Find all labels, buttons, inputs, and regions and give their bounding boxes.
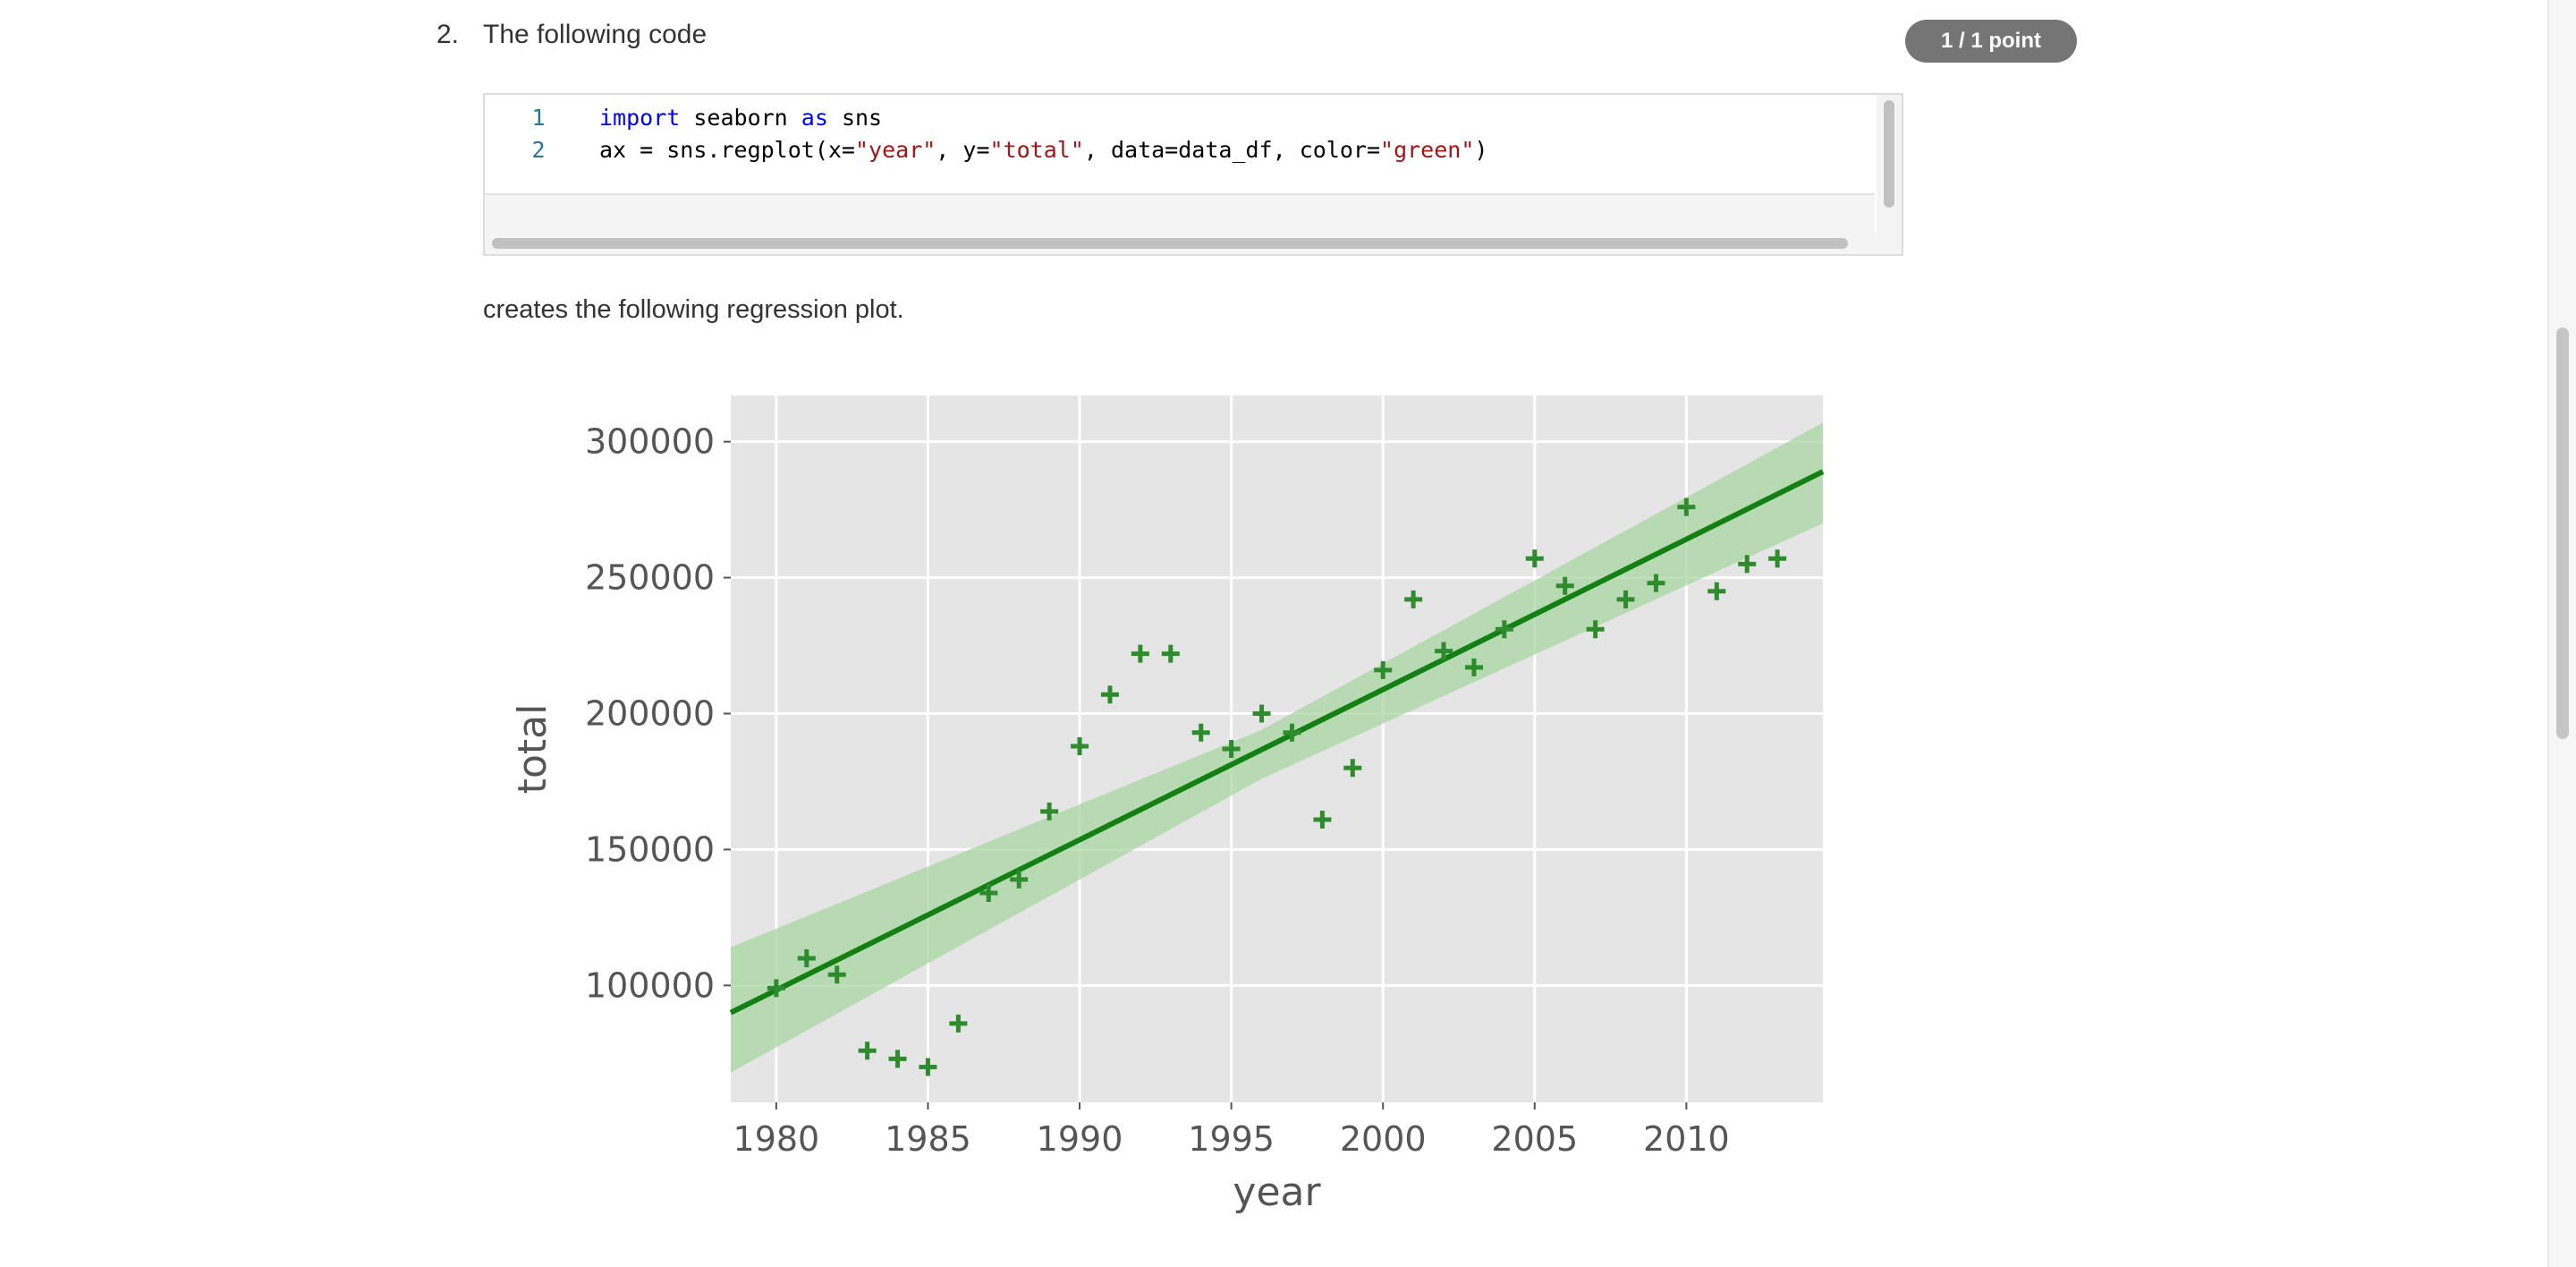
y-axis-label: total — [510, 704, 555, 795]
x-axis-label: year — [1233, 1169, 1321, 1215]
data-point — [1495, 620, 1513, 639]
data-point — [979, 884, 998, 903]
question-caption: creates the following regression plot. — [483, 295, 904, 324]
y-tick-label: 100000 — [585, 965, 715, 1005]
question-number: 2. — [436, 20, 460, 49]
x-tick-label: 1980 — [733, 1119, 820, 1159]
code-horizontal-scroll-thumb[interactable] — [492, 238, 1848, 249]
page-scrollbar[interactable] — [2547, 0, 2576, 1267]
data-point — [797, 948, 816, 967]
data-point — [1555, 576, 1574, 595]
regression-plot: 1980 1985 1990 1995 2000 2005 2010 100000 150000… — [510, 395, 1825, 1215]
code-token: ax = sns.regplot(x= — [599, 137, 855, 163]
code-horizontal-scrollbar[interactable] — [485, 233, 1902, 254]
data-point — [1161, 644, 1180, 663]
regression-line — [729, 469, 1825, 1016]
question-title: The following code — [483, 20, 708, 49]
code-line: 1 import seaborn as sns — [485, 102, 1875, 134]
data-point — [1616, 590, 1635, 608]
data-point — [1010, 870, 1029, 889]
code-lines: 1 import seaborn as sns 2 ax = sns.regplot(… — [485, 95, 1875, 193]
data-point — [949, 1014, 968, 1033]
line-number: 1 — [531, 105, 546, 131]
code-editor[interactable]: 1 import seaborn as sns 2 ax = sns.regplot(… — [483, 93, 1903, 256]
y-tick-label: 300000 — [585, 422, 715, 462]
x-tick-label: 1985 — [885, 1119, 971, 1159]
data-point — [919, 1058, 937, 1076]
x-tick-label: 1990 — [1037, 1119, 1123, 1159]
data-point — [1647, 574, 1665, 592]
data-point — [1525, 549, 1544, 568]
data-point — [1435, 642, 1453, 660]
code-keyword: as — [801, 105, 828, 131]
code-string: "year" — [854, 137, 936, 163]
code-token: ) — [1474, 137, 1488, 163]
data-point — [1071, 736, 1089, 755]
code-token: , y= — [936, 137, 990, 163]
y-tick-label: 150000 — [585, 829, 715, 869]
data-point — [1222, 740, 1241, 758]
x-tick-label: 2000 — [1340, 1119, 1427, 1159]
data-point — [1677, 497, 1696, 516]
y-tick-label: 250000 — [585, 558, 715, 598]
x-tick-label: 2005 — [1491, 1119, 1578, 1159]
code-footer — [485, 193, 1875, 234]
data-point — [1252, 704, 1271, 723]
data-point — [1313, 811, 1332, 829]
data-point — [1374, 660, 1393, 679]
code-token: seaborn — [680, 105, 801, 131]
data-point — [767, 979, 785, 998]
data-point — [1707, 582, 1726, 600]
code-string: "green" — [1380, 137, 1475, 163]
code-text: import seaborn as sns — [599, 102, 882, 134]
score-badge: 1 / 1 point — [1905, 20, 2077, 63]
data-point — [1768, 549, 1787, 568]
data-point — [1191, 723, 1210, 742]
x-tick-label: 1995 — [1188, 1119, 1275, 1159]
code-string: "total" — [989, 137, 1084, 163]
data-point — [1283, 723, 1301, 742]
data-point — [1586, 620, 1605, 639]
code-keyword: import — [599, 105, 681, 131]
x-tick-label: 2010 — [1643, 1119, 1730, 1159]
data-point — [1040, 802, 1059, 821]
data-point — [858, 1042, 877, 1060]
code-vertical-scroll-thumb[interactable] — [1884, 100, 1894, 208]
data-point — [1404, 590, 1423, 608]
data-point — [1464, 658, 1483, 676]
data-point — [1738, 555, 1757, 574]
line-number: 2 — [531, 137, 546, 163]
code-text: ax = sns.regplot(x="year", y="total", da… — [599, 134, 1487, 166]
data-point — [1131, 644, 1149, 663]
code-token: , data=data_df, color= — [1083, 137, 1381, 163]
page-scroll-thumb[interactable] — [2556, 327, 2569, 739]
y-tick-label: 200000 — [585, 694, 715, 734]
data-point — [827, 965, 846, 984]
code-vertical-scrollbar[interactable] — [1877, 95, 1902, 233]
data-point — [888, 1050, 907, 1068]
data-point — [1100, 685, 1119, 704]
code-token: sns — [827, 105, 883, 131]
data-point — [1343, 759, 1362, 778]
confidence-band — [731, 422, 1823, 1073]
code-line: 2 ax = sns.regplot(x="year", y="total", d… — [485, 134, 1875, 166]
